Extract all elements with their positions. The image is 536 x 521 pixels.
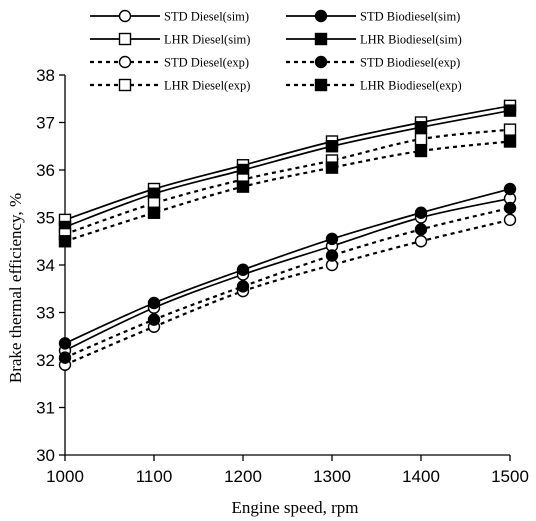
data-point xyxy=(503,182,517,196)
data-point xyxy=(503,213,517,227)
legend-label: LHR Biodiesel(exp) xyxy=(360,79,462,93)
series-line xyxy=(64,128,511,236)
series-line xyxy=(64,188,511,345)
x-tick-label: 1500 xyxy=(491,467,529,486)
series-line xyxy=(64,109,511,228)
data-point xyxy=(503,104,517,117)
legend-label: LHR Diesel(exp) xyxy=(164,79,250,93)
legend-entry: STD Biodiesel(sim) xyxy=(286,10,460,24)
legend: STD Diesel(sim) STD Biodiesel(sim) LHR Die… xyxy=(90,10,462,93)
y-tick-label: 31 xyxy=(36,399,55,418)
x-tick-label: 1300 xyxy=(313,467,351,486)
series-std-diesel-exp xyxy=(58,213,517,371)
legend-entry: LHR Diesel(sim) xyxy=(90,33,250,47)
series-std-diesel-sim xyxy=(58,192,517,357)
data-point xyxy=(414,223,428,236)
legend-marker xyxy=(314,32,328,46)
tick-labels: 30 31 32 33 34 35 36 37 38 1000 1100 1200 1300 1400 15… xyxy=(36,66,529,486)
legend-marker xyxy=(118,32,132,46)
x-tick-label: 1100 xyxy=(136,467,173,486)
data-point xyxy=(503,135,517,148)
data-point xyxy=(414,144,428,158)
legend-marker xyxy=(314,78,328,92)
legend-marker xyxy=(314,55,328,69)
data-point xyxy=(414,206,428,219)
legend-label: STD Diesel(exp) xyxy=(164,56,249,70)
data-point xyxy=(503,123,517,136)
series-lhr-diesel-sim xyxy=(58,99,517,227)
data-point xyxy=(414,235,428,248)
legend-label: LHR Diesel(sim) xyxy=(164,33,250,47)
data-point xyxy=(325,161,339,174)
legend-entry: STD Diesel(sim) xyxy=(90,10,249,24)
y-tick-label: 37 xyxy=(36,114,55,133)
y-tick-label: 32 xyxy=(36,351,55,370)
series-line xyxy=(64,218,511,366)
x-tick-label: 1400 xyxy=(402,467,440,486)
series-std-biodiesel-sim xyxy=(58,182,517,350)
y-tick-label: 33 xyxy=(36,304,55,323)
legend-entry: STD Biodiesel(exp) xyxy=(286,56,460,70)
legend-label: LHR Biodiesel(sim) xyxy=(360,33,462,47)
legend-label: STD Biodiesel(exp) xyxy=(360,56,460,70)
legend-marker xyxy=(118,55,132,69)
y-tick-label: 36 xyxy=(36,161,55,180)
series-std-biodiesel-exp xyxy=(58,201,517,364)
x-tick-label: 1200 xyxy=(224,467,262,486)
legend-entry: LHR Diesel(exp) xyxy=(90,79,250,93)
legend-label: STD Biodiesel(sim) xyxy=(360,10,460,24)
legend-label: STD Diesel(sim) xyxy=(164,10,249,24)
data-point xyxy=(236,263,250,276)
series-lhr-biodiesel-exp xyxy=(58,135,517,248)
x-tick-label: 1000 xyxy=(46,467,84,486)
legend-marker xyxy=(314,9,328,23)
y-tick-label: 38 xyxy=(36,66,55,85)
legend-entry: LHR Biodiesel(sim) xyxy=(286,33,462,47)
series-line xyxy=(64,105,511,221)
data-point xyxy=(147,206,161,219)
plot-series xyxy=(58,99,517,371)
data-point xyxy=(503,201,517,215)
series-lhr-diesel-exp xyxy=(58,123,517,241)
y-axis-label: Brake thermal efficiency, % xyxy=(6,193,25,383)
data-point xyxy=(414,132,428,146)
data-point xyxy=(236,180,250,193)
legend-marker xyxy=(118,78,132,92)
data-point xyxy=(58,235,72,248)
data-point xyxy=(325,140,339,153)
series-line xyxy=(64,197,511,352)
legend-entry: STD Diesel(exp) xyxy=(90,56,249,70)
y-tick-label: 30 xyxy=(36,446,55,465)
data-point xyxy=(58,337,72,350)
x-axis-label: Engine speed, rpm xyxy=(232,498,359,517)
legend-marker xyxy=(118,9,132,23)
data-point xyxy=(147,296,161,310)
plot-axes xyxy=(59,74,511,461)
data-point xyxy=(236,280,250,293)
data-point xyxy=(58,351,72,364)
legend-entry: LHR Biodiesel(exp) xyxy=(286,79,462,93)
y-tick-label: 35 xyxy=(36,209,55,228)
data-point xyxy=(147,313,161,326)
data-point xyxy=(325,232,339,246)
y-tick-label: 34 xyxy=(36,256,55,275)
series-line xyxy=(64,140,511,243)
data-point xyxy=(414,121,428,134)
data-point xyxy=(325,249,339,262)
